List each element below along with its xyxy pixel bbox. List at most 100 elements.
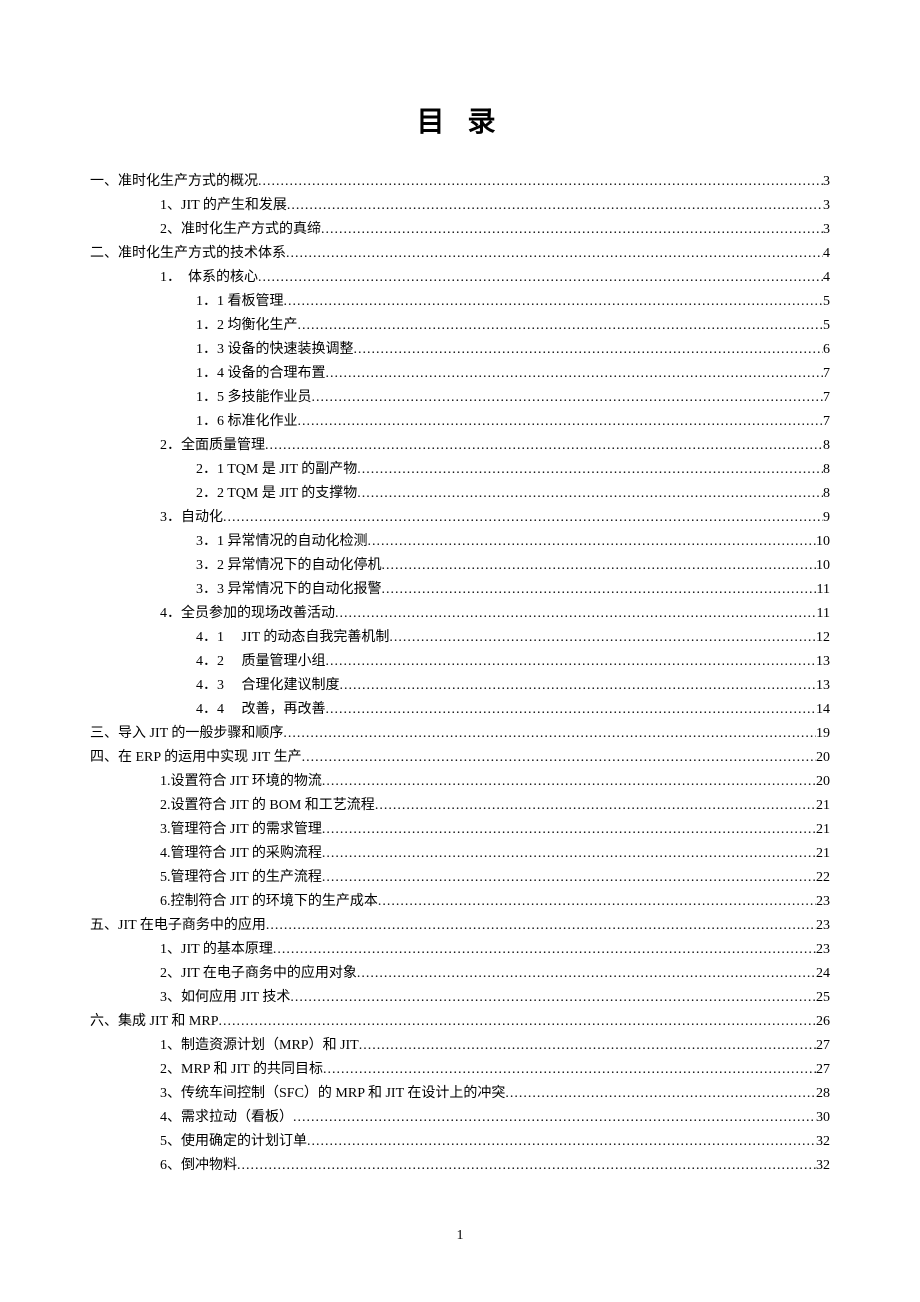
toc-entry[interactable]: 1、制造资源计划（MRP）和 JIT27 [90, 1034, 830, 1058]
toc-leader-dots [340, 674, 817, 698]
toc-entry-page: 13 [816, 650, 830, 674]
toc-leader-dots [357, 458, 823, 482]
toc-entry-text: 1．5 多技能作业员 [196, 386, 312, 410]
toc-entry[interactable]: 1．5 多技能作业员7 [90, 386, 830, 410]
toc-entry[interactable]: 六、集成 JIT 和 MRP26 [90, 1010, 830, 1034]
toc-entry[interactable]: 3、如何应用 JIT 技术25 [90, 986, 830, 1010]
toc-entry-page: 5 [823, 290, 830, 314]
toc-entry-text: 5.管理符合 JIT 的生产流程 [160, 866, 322, 890]
toc-entry[interactable]: 3、传统车间控制（SFC）的 MRP 和 JIT 在设计上的冲突28 [90, 1082, 830, 1106]
toc-entry[interactable]: 4．4 改善，再改善14 [90, 698, 830, 722]
toc-entry-text: 3．2 异常情况下的自动化停机 [196, 554, 382, 578]
toc-entry-text: 2、准时化生产方式的真缔 [160, 218, 321, 242]
toc-leader-dots [302, 746, 816, 770]
toc-entry-page: 20 [816, 746, 830, 770]
toc-leader-dots [375, 794, 816, 818]
toc-leader-dots [312, 386, 824, 410]
toc-entry[interactable]: 1、JIT 的基本原理23 [90, 938, 830, 962]
toc-leader-dots [266, 914, 816, 938]
toc-entry-text: 4．4 改善，再改善 [196, 698, 326, 722]
toc-entry[interactable]: 3.管理符合 JIT 的需求管理 21 [90, 818, 830, 842]
toc-entry-text: 4．3 合理化建议制度 [196, 674, 340, 698]
toc-entry[interactable]: 1． 体系的核心4 [90, 266, 830, 290]
toc-entry[interactable]: 6.控制符合 JIT 的环境下的生产成本 23 [90, 890, 830, 914]
toc-entry[interactable]: 五、JIT 在电子商务中的应用23 [90, 914, 830, 938]
toc-entry[interactable]: 4．1 JIT 的动态自我完善机制12 [90, 626, 830, 650]
toc-entry-text: 6.控制符合 JIT 的环境下的生产成本 [160, 890, 378, 914]
toc-entry[interactable]: 四、在 ERP 的运用中实现 JIT 生产20 [90, 746, 830, 770]
toc-entry-text: 6、倒冲物料 [160, 1154, 237, 1178]
toc-entry-text: 1．3 设备的快速装换调整 [196, 338, 354, 362]
toc-entry[interactable]: 4．2 质量管理小组 13 [90, 650, 830, 674]
toc-entry[interactable]: 1．1 看板管理 5 [90, 290, 830, 314]
toc-entry[interactable]: 1．6 标准化作业7 [90, 410, 830, 434]
toc-entry[interactable]: 3．3 异常情况下的自动化报警 11 [90, 578, 830, 602]
toc-entry[interactable]: 1．3 设备的快速装换调整 6 [90, 338, 830, 362]
toc-entry[interactable]: 三、导入 JIT 的一般步骤和顺序 19 [90, 722, 830, 746]
toc-entry[interactable]: 2、准时化生产方式的真缔3 [90, 218, 830, 242]
toc-entry[interactable]: 1.设置符合 JIT 环境的物流20 [90, 770, 830, 794]
toc-entry-page: 11 [817, 578, 830, 602]
toc-entry[interactable]: 2．1 TQM 是 JIT 的副产物8 [90, 458, 830, 482]
toc-entry[interactable]: 2．全面质量管理8 [90, 434, 830, 458]
toc-entry[interactable]: 2．2 TQM 是 JIT 的支撑物8 [90, 482, 830, 506]
toc-entry-text: 4．1 JIT 的动态自我完善机制 [196, 626, 389, 650]
toc-leader-dots [298, 314, 824, 338]
toc-leader-dots [323, 1058, 816, 1082]
toc-entry[interactable]: 5.管理符合 JIT 的生产流程22 [90, 866, 830, 890]
toc-entry-text: 1.设置符合 JIT 环境的物流 [160, 770, 322, 794]
toc-entry-page: 30 [816, 1106, 830, 1130]
toc-leader-dots [357, 482, 823, 506]
toc-entry-text: 1．1 看板管理 [196, 290, 284, 314]
toc-entry-page: 3 [823, 194, 830, 218]
toc-entry-text: 六、集成 JIT 和 MRP [90, 1010, 218, 1034]
toc-leader-dots [322, 842, 816, 866]
toc-leader-dots [290, 986, 816, 1010]
toc-leader-dots [287, 194, 823, 218]
toc-entry[interactable]: 3．2 异常情况下的自动化停机10 [90, 554, 830, 578]
toc-entry-text: 五、JIT 在电子商务中的应用 [90, 914, 266, 938]
toc-leader-dots [359, 1034, 816, 1058]
toc-entry-page: 7 [823, 362, 830, 386]
toc-entry[interactable]: 1．2 均衡化生产5 [90, 314, 830, 338]
toc-leader-dots [389, 626, 816, 650]
toc-entry[interactable]: 4．3 合理化建议制度13 [90, 674, 830, 698]
toc-entry-text: 3.管理符合 JIT 的需求管理 [160, 818, 322, 842]
toc-entry[interactable]: 1．4 设备的合理布置7 [90, 362, 830, 386]
toc-leader-dots [273, 938, 816, 962]
toc-entry[interactable]: 4.管理符合 JIT 的采购流程21 [90, 842, 830, 866]
toc-entry[interactable]: 4、需求拉动（看板）30 [90, 1106, 830, 1130]
toc-entry-text: 3．1 异常情况的自动化检测 [196, 530, 368, 554]
toc-entry[interactable]: 1、JIT 的产生和发展3 [90, 194, 830, 218]
toc-entry-page: 23 [816, 890, 830, 914]
toc-leader-dots [265, 434, 823, 458]
toc-leader-dots [321, 218, 823, 242]
toc-entry-page: 21 [816, 818, 830, 842]
toc-entry-page: 6 [823, 338, 830, 362]
toc-entry[interactable]: 二、准时化生产方式的技术体系4 [90, 242, 830, 266]
toc-entry[interactable]: 5、使用确定的计划订单32 [90, 1130, 830, 1154]
toc-entry-page: 11 [817, 602, 830, 626]
toc-entry-text: 1． 体系的核心 [160, 266, 258, 290]
toc-entry-page: 19 [816, 722, 830, 746]
toc-entry-page: 21 [816, 842, 830, 866]
toc-entry-text: 4．2 质量管理小组 [196, 650, 326, 674]
toc-entry-text: 三、导入 JIT 的一般步骤和顺序 [90, 722, 283, 746]
toc-leader-dots [335, 602, 817, 626]
toc-entry-text: 3、如何应用 JIT 技术 [160, 986, 290, 1010]
toc-entry-text: 3．3 异常情况下的自动化报警 [196, 578, 382, 602]
toc-leader-dots [326, 698, 817, 722]
toc-entry-page: 23 [816, 938, 830, 962]
toc-leader-dots [354, 338, 824, 362]
toc-entry-text: 1、制造资源计划（MRP）和 JIT [160, 1034, 359, 1058]
toc-entry-page: 9 [823, 506, 830, 530]
toc-entry[interactable]: 3．1 异常情况的自动化检测10 [90, 530, 830, 554]
toc-entry[interactable]: 2.设置符合 JIT 的 BOM 和工艺流程21 [90, 794, 830, 818]
toc-entry[interactable]: 3．自动化9 [90, 506, 830, 530]
toc-entry[interactable]: 一、准时化生产方式的概况3 [90, 170, 830, 194]
toc-entry[interactable]: 2、JIT 在电子商务中的应用对象24 [90, 962, 830, 986]
toc-entry-page: 7 [823, 410, 830, 434]
toc-entry[interactable]: 4．全员参加的现场改善活动11 [90, 602, 830, 626]
toc-entry[interactable]: 6、倒冲物料32 [90, 1154, 830, 1178]
toc-entry[interactable]: 2、MRP 和 JIT 的共同目标27 [90, 1058, 830, 1082]
